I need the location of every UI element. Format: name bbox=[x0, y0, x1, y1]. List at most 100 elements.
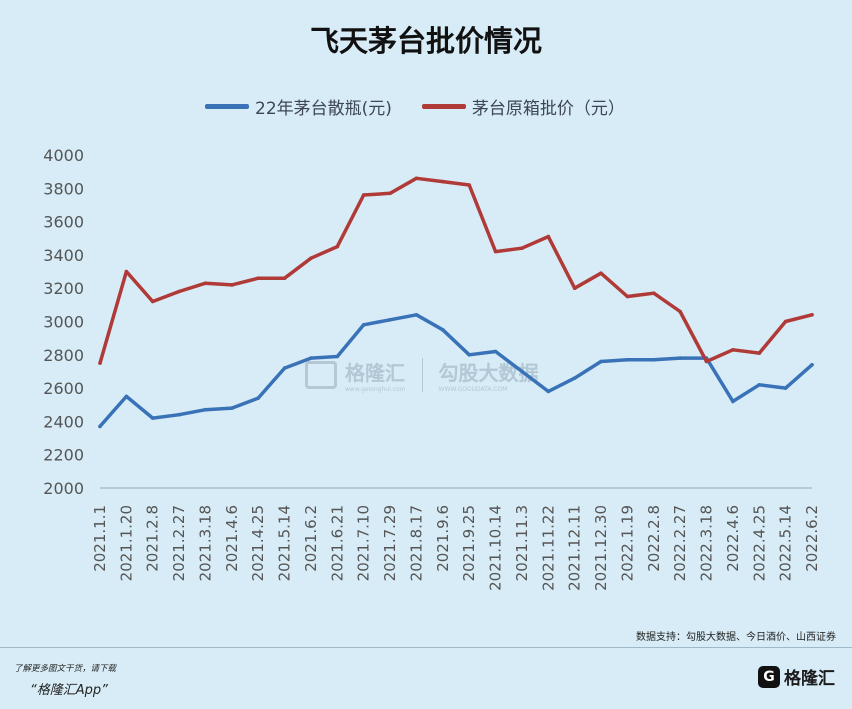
data-point-bottle bbox=[678, 356, 682, 360]
y-tick-label: 3400 bbox=[43, 246, 84, 265]
chart-title: 飞天茅台批价情况 bbox=[309, 24, 542, 58]
data-point-bottle bbox=[414, 313, 419, 317]
legend-item-bottle: 22年茅台散瓶(元) bbox=[205, 94, 392, 119]
gelonghui-logo-icon: G bbox=[758, 665, 780, 688]
data-point-bottle bbox=[467, 353, 472, 357]
y-tick-label: 3800 bbox=[43, 179, 84, 198]
x-tick-label: 2022.2.8 bbox=[645, 505, 663, 572]
data-point-bottle bbox=[361, 323, 366, 327]
data-point-case bbox=[361, 193, 366, 197]
x-tick-label: 2021.6.21 bbox=[328, 505, 346, 581]
data-point-case bbox=[704, 359, 709, 364]
data-point-bottle bbox=[150, 416, 155, 420]
x-tick-label: 2021.3.18 bbox=[196, 505, 214, 581]
data-point-case bbox=[203, 281, 208, 286]
y-tick-label: 2800 bbox=[43, 346, 84, 365]
x-tick-label: 2021.9.6 bbox=[434, 505, 452, 572]
x-tick-label: 2021.4.6 bbox=[223, 505, 241, 572]
data-point-bottle bbox=[177, 412, 181, 417]
y-tick-label: 3200 bbox=[43, 279, 84, 298]
data-point-case bbox=[177, 289, 181, 294]
x-tick-label: 2021.7.10 bbox=[355, 505, 373, 581]
data-point-bottle bbox=[731, 399, 735, 404]
footer-note: 了解更多图文干货，请下载 bbox=[14, 664, 117, 674]
x-tick-label: 2022.4.6 bbox=[724, 505, 742, 572]
data-point-case bbox=[599, 271, 603, 276]
data-point-bottle bbox=[335, 354, 340, 359]
x-tick-label: 2021.1.1 bbox=[91, 505, 109, 572]
y-tick-label: 2400 bbox=[43, 412, 84, 431]
data-point-bottle bbox=[493, 349, 498, 354]
data-point-case bbox=[731, 348, 735, 352]
data-source: 数据支持：勾股大数据、今日酒价、山西证券 bbox=[636, 632, 836, 643]
data-point-bottle bbox=[309, 356, 313, 360]
chart-legend: 22年茅台散瓶(元) 茅台原箱批价（元） bbox=[205, 93, 625, 119]
x-tick-label: 2021.12.11 bbox=[566, 505, 584, 591]
x-tick-label: 2022.5.14 bbox=[777, 505, 795, 581]
data-point-bottle bbox=[256, 396, 261, 400]
x-tick-label: 2021.7.29 bbox=[381, 505, 399, 581]
x-tick-label: 2021.5.14 bbox=[276, 505, 294, 581]
data-point-case bbox=[546, 234, 551, 239]
x-tick-label: 2021.11.22 bbox=[539, 505, 557, 591]
data-point-bottle bbox=[652, 358, 656, 362]
data-point-bottle bbox=[98, 424, 102, 429]
data-point-case bbox=[757, 351, 762, 355]
data-point-case bbox=[335, 244, 340, 249]
data-point-case bbox=[256, 276, 261, 281]
y-tick-label: 2000 bbox=[43, 479, 84, 498]
data-point-bottle bbox=[203, 407, 208, 412]
footer-divider bbox=[0, 647, 852, 648]
x-tick-label: 2021.4.25 bbox=[249, 505, 267, 581]
data-point-case bbox=[572, 286, 577, 291]
y-tick-label: 2200 bbox=[43, 446, 84, 465]
x-tick-label: 2021.2.8 bbox=[144, 505, 162, 572]
data-point-case bbox=[282, 276, 287, 281]
legend-swatch-case bbox=[421, 103, 466, 109]
legend-label-case: 茅台原箱批价（元） bbox=[471, 98, 625, 119]
data-point-bottle bbox=[520, 369, 524, 374]
data-point-bottle bbox=[572, 376, 577, 380]
data-point-case bbox=[467, 183, 472, 187]
footer-app-name: “格隆汇App” bbox=[30, 683, 108, 698]
x-tick-label: 2021.8.17 bbox=[407, 505, 425, 581]
x-tick-label: 2022.3.18 bbox=[698, 505, 716, 581]
data-point-bottle bbox=[441, 328, 445, 332]
data-point-case bbox=[98, 361, 102, 365]
data-point-case bbox=[441, 179, 445, 184]
data-point-case bbox=[625, 294, 630, 299]
legend-swatch-bottle bbox=[205, 103, 249, 109]
data-point-bottle bbox=[757, 383, 762, 387]
series-line-bottle bbox=[98, 313, 814, 429]
data-point-case bbox=[150, 299, 155, 304]
data-point-bottle bbox=[810, 363, 814, 367]
data-point-bottle bbox=[546, 389, 551, 394]
x-tick-label: 2021.12.30 bbox=[592, 505, 610, 591]
data-point-bottle bbox=[124, 394, 129, 399]
series-line-case bbox=[98, 176, 814, 365]
x-tick-label: 2022.1.19 bbox=[618, 505, 636, 581]
data-point-bottle bbox=[783, 386, 788, 390]
x-tick-label: 2022.2.27 bbox=[671, 505, 689, 581]
data-point-case bbox=[414, 176, 419, 181]
x-tick-label: 2021.11.3 bbox=[513, 505, 531, 581]
footer-logo: G 格隆汇 bbox=[758, 664, 835, 689]
x-tick-label: 2021.10.14 bbox=[487, 505, 505, 591]
data-point-case bbox=[810, 313, 814, 317]
y-tick-label: 3600 bbox=[43, 213, 84, 232]
footer-logo-text: 格隆汇 bbox=[784, 669, 835, 689]
data-point-case bbox=[783, 319, 788, 324]
data-point-bottle bbox=[282, 366, 287, 370]
y-tick-label: 2600 bbox=[43, 379, 84, 398]
x-tick-label: 2021.2.27 bbox=[170, 505, 188, 581]
data-point-case bbox=[520, 246, 524, 250]
data-point-bottle bbox=[599, 359, 603, 364]
y-tick-label: 3000 bbox=[43, 313, 84, 332]
data-point-case bbox=[493, 249, 498, 254]
data-point-bottle bbox=[230, 406, 234, 410]
x-tick-label: 2021.1.20 bbox=[117, 505, 135, 581]
x-tick-label: 2022.4.25 bbox=[750, 505, 768, 581]
x-tick-label: 2021.6.2 bbox=[302, 505, 320, 572]
y-tick-label: 4000 bbox=[43, 146, 84, 165]
